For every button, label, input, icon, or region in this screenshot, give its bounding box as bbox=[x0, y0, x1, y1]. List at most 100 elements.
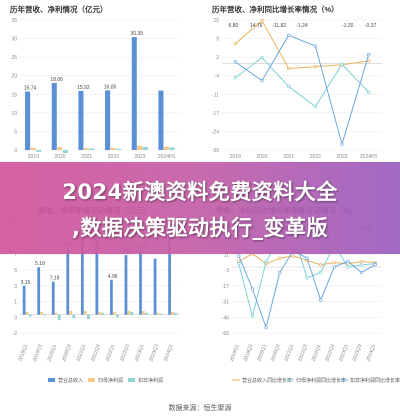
point bbox=[340, 62, 344, 66]
x-tick-label: 2019 bbox=[230, 154, 241, 160]
point bbox=[373, 263, 377, 267]
x-tick-label: 2023 bbox=[134, 154, 145, 160]
bar bbox=[57, 314, 61, 321]
bar bbox=[72, 314, 76, 319]
y-tick-label: 30 bbox=[11, 37, 17, 43]
data-label: -11.82 bbox=[272, 23, 286, 29]
x-tick-label: 2021Q3 bbox=[297, 343, 309, 362]
series-line bbox=[235, 56, 370, 108]
bar bbox=[69, 311, 73, 315]
bar bbox=[37, 267, 41, 315]
x-tick-label: 2020Q3 bbox=[270, 343, 282, 362]
point bbox=[340, 142, 344, 146]
bar bbox=[130, 311, 134, 315]
bar bbox=[28, 314, 32, 317]
bar bbox=[66, 248, 70, 315]
x-tick-label: 2020Q1 bbox=[47, 343, 59, 362]
x-tick-label: 2021 bbox=[283, 154, 294, 160]
bar bbox=[86, 314, 90, 320]
x-tick-label: 2020 bbox=[54, 154, 65, 160]
bar bbox=[116, 148, 122, 150]
y-tick-label: -2 bbox=[13, 331, 18, 337]
point bbox=[291, 254, 296, 258]
bar bbox=[22, 285, 26, 315]
banner-subheadline: ,数据决策驱动执行_变革版 bbox=[72, 216, 328, 240]
data-label: 30.39 bbox=[130, 31, 143, 37]
chart-annual-revenue-profit: 历年营收、净利情况（亿元） 0 5 10 15 20 25 30 35 2019 2020 2021 2… bbox=[10, 4, 180, 160]
bar bbox=[25, 311, 29, 315]
x-tick-label: 2024H1 bbox=[158, 154, 176, 160]
point bbox=[346, 265, 350, 269]
data-label: 5.18 bbox=[35, 261, 45, 267]
bar bbox=[171, 311, 174, 315]
x-tick-label: 2022Q3 bbox=[324, 343, 336, 362]
bar bbox=[159, 313, 163, 315]
bar bbox=[83, 148, 89, 150]
x-tick-label: 2023Q1 bbox=[134, 343, 146, 362]
bar bbox=[89, 148, 95, 150]
bar bbox=[142, 147, 148, 150]
y-tick-label: 35 bbox=[11, 18, 17, 24]
chart-title: 历年营收、净利情况（亿元） bbox=[10, 4, 108, 14]
y-tick-label: -31 bbox=[222, 300, 229, 306]
point bbox=[233, 42, 237, 46]
point bbox=[359, 270, 364, 275]
x-tick-label: 2019 bbox=[28, 154, 39, 160]
point bbox=[318, 270, 323, 275]
y-tick-label: 15 bbox=[213, 18, 219, 24]
bar bbox=[80, 236, 84, 315]
point bbox=[237, 254, 241, 258]
x-tick-label: 2024Q1 bbox=[163, 343, 175, 362]
bar bbox=[168, 227, 171, 315]
legend-label: 归母净利润同比增长率 bbox=[296, 377, 346, 384]
data-label: 6.80 bbox=[229, 23, 239, 29]
legend-swatch bbox=[128, 378, 135, 382]
x-tick-label: 2023 bbox=[336, 154, 347, 160]
data-label: 7.19 bbox=[50, 276, 60, 282]
x-tick-label: 2022 bbox=[108, 154, 119, 160]
bar bbox=[174, 312, 177, 315]
bar bbox=[156, 312, 160, 315]
data-label: 18.06 bbox=[50, 77, 63, 83]
point bbox=[264, 259, 268, 264]
x-tick-label: 2021Q1 bbox=[76, 343, 88, 362]
legend-swatch bbox=[48, 378, 55, 382]
point bbox=[278, 256, 282, 260]
bar bbox=[30, 147, 36, 150]
point bbox=[287, 84, 291, 89]
point bbox=[287, 66, 291, 71]
point bbox=[367, 53, 371, 57]
x-tick-label: 2022Q1 bbox=[311, 343, 323, 362]
y-tick-label: -11 bbox=[212, 92, 219, 98]
bar bbox=[142, 311, 145, 315]
bar bbox=[116, 314, 119, 318]
bar bbox=[110, 147, 116, 150]
x-tick-label: 2022Q3 bbox=[119, 343, 131, 362]
promo-banner bbox=[0, 162, 400, 254]
x-tick-label: 2022 bbox=[310, 154, 321, 160]
data-label: -1.20 bbox=[342, 23, 354, 29]
bar bbox=[54, 312, 58, 315]
chart-title: 历年营收、净利同比增长率情况（%） bbox=[212, 4, 339, 14]
bar bbox=[105, 90, 111, 150]
bar bbox=[153, 258, 157, 315]
bar bbox=[95, 238, 99, 315]
data-label: 3.15 bbox=[21, 280, 31, 286]
x-tick-label: 2023Q1 bbox=[338, 343, 350, 362]
point bbox=[346, 259, 350, 264]
legend-swatch bbox=[88, 378, 95, 382]
y-tick-label: 20 bbox=[11, 74, 17, 80]
point bbox=[305, 276, 309, 280]
legend-label: 归母净利润 bbox=[98, 377, 123, 384]
bar bbox=[98, 311, 102, 315]
y-tick-label: -46 bbox=[222, 315, 229, 321]
y-tick-label: 0 bbox=[14, 315, 17, 321]
point bbox=[264, 325, 268, 330]
bar bbox=[83, 311, 87, 315]
x-tick-label: 2019Q3 bbox=[243, 343, 255, 362]
x-tick-label: 2021 bbox=[81, 154, 92, 160]
y-tick-label: 15 bbox=[11, 92, 17, 98]
y-tick-label: -3 bbox=[225, 268, 230, 274]
bar bbox=[124, 255, 128, 315]
point bbox=[237, 262, 241, 266]
